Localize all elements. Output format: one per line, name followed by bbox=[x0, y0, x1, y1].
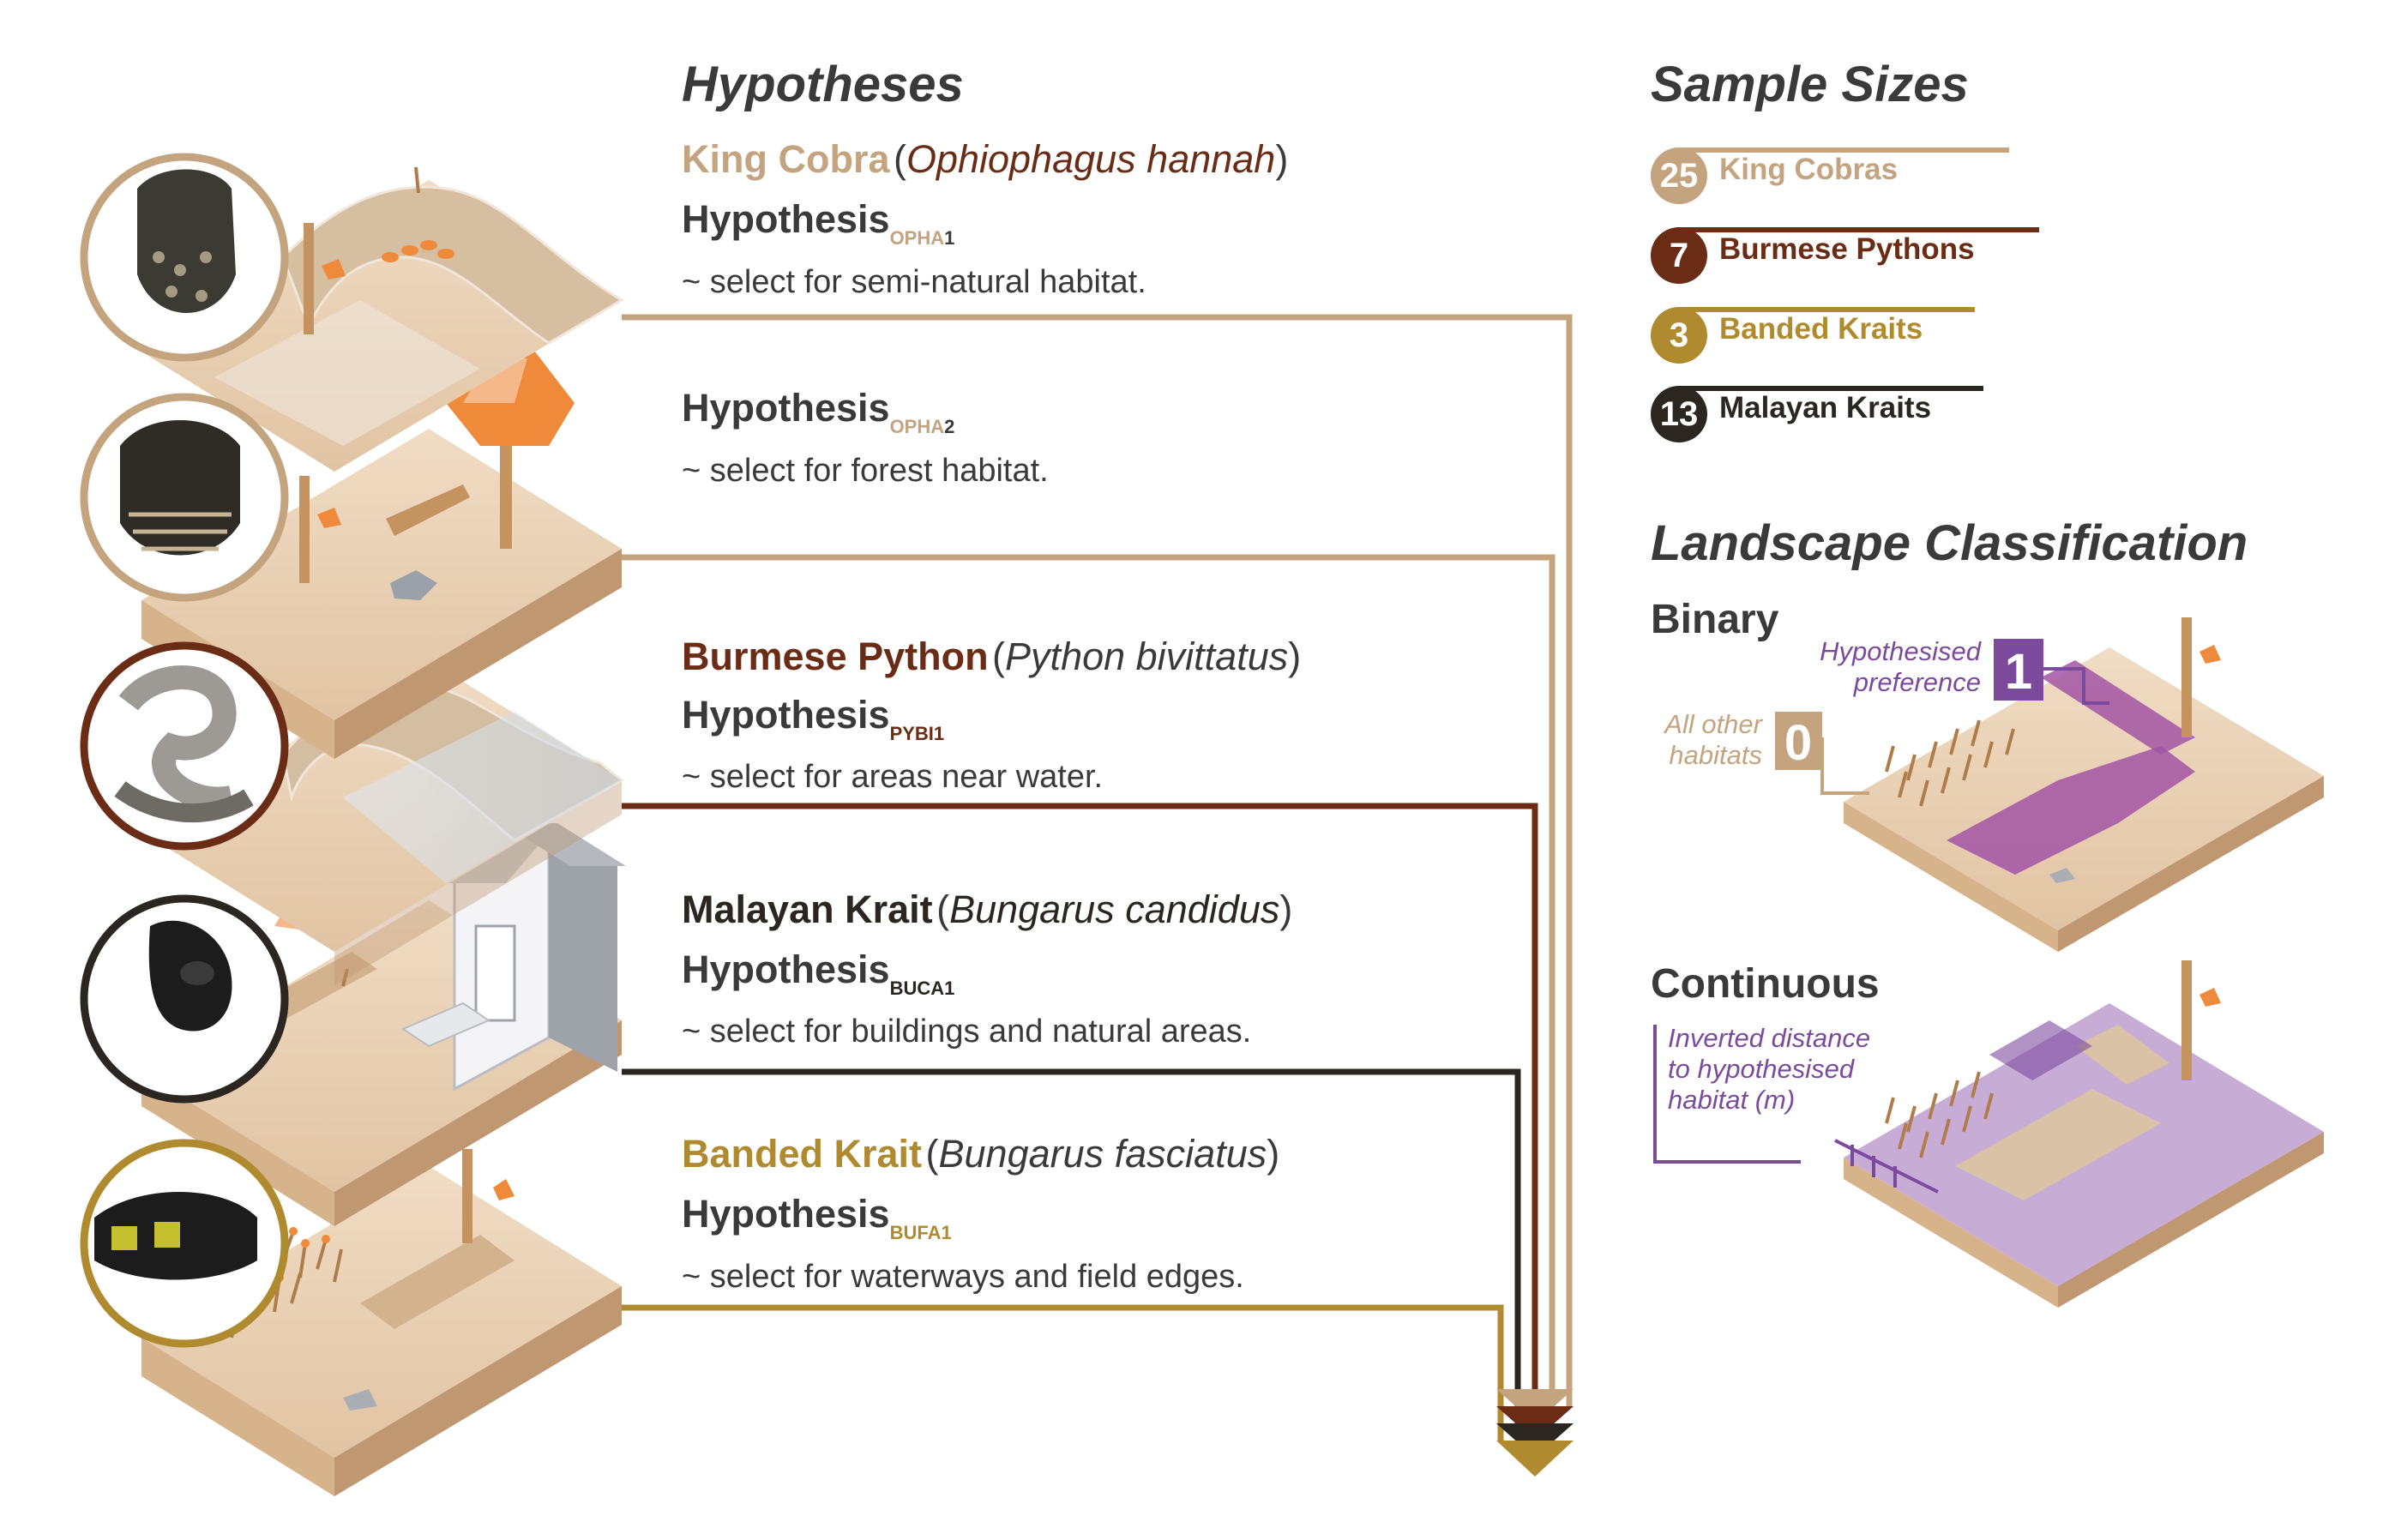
species-title-king-cobra: King Cobra (Ophiophagus hannah) bbox=[682, 137, 1289, 181]
hypothesis-description: ~ select for buildings and natural areas… bbox=[682, 1014, 1252, 1050]
sample-count-badge: 13 bbox=[1651, 386, 1707, 442]
species-common-name: Burmese Python bbox=[682, 635, 989, 678]
hypothesis-code: OPHA bbox=[889, 227, 945, 249]
species-common-name: Banded Krait bbox=[682, 1132, 923, 1176]
hypothesis-description: ~ select for semi-natural habitat. bbox=[682, 264, 1146, 300]
sample-size-banded-kraits: 3 Banded Kraits bbox=[1651, 307, 2011, 367]
hypothesis-number: 1 bbox=[944, 978, 955, 999]
species-title-banded-krait: Banded Krait (Bungarus fasciatus) bbox=[682, 1132, 1280, 1176]
sample-label: King Cobras bbox=[1719, 153, 1899, 186]
hypothesis-description: ~ select for forest habitat. bbox=[682, 453, 1049, 489]
hypothesis-label: Hypothesis bbox=[682, 386, 890, 430]
species-common-name: Malayan Krait bbox=[682, 887, 933, 931]
species-scientific-name: Bungarus candidus bbox=[949, 887, 1280, 931]
hypothesis-label: Hypothesis bbox=[682, 947, 890, 991]
hypothesis-code: BUCA bbox=[889, 978, 945, 999]
sample-size-burmese-pythons: 7 Burmese Pythons bbox=[1651, 227, 2039, 287]
hypothesis-opha2: HypothesisOPHA2 bbox=[682, 386, 954, 437]
landscape-classification-header: Landscape Classification bbox=[1651, 515, 2248, 571]
binary-value-other: 0 bbox=[1784, 715, 1812, 771]
hypotheses-header: Hypotheses bbox=[682, 57, 964, 112]
species-title-malayan-krait: Malayan Krait (Bungarus candidus) bbox=[682, 887, 1293, 931]
sample-count-badge: 25 bbox=[1651, 147, 1707, 204]
hypothesis-label: Hypothesis bbox=[682, 693, 890, 737]
species-scientific-name: Bungarus fasciatus bbox=[938, 1132, 1267, 1176]
sample-label: Burmese Pythons bbox=[1719, 232, 1975, 266]
binary-value-preferred: 1 bbox=[2005, 644, 2032, 700]
species-title-burmese-python: Burmese Python (Python bivittatus) bbox=[682, 635, 1302, 678]
sample-size-malayan-kraits: 13 Malayan Kraits bbox=[1651, 386, 2011, 446]
tile-king-cobra-semi-natural bbox=[141, 166, 624, 472]
portrait-burmese-python bbox=[80, 641, 289, 851]
hypothesis-number: 1 bbox=[933, 723, 945, 744]
portrait-banded-krait bbox=[80, 1139, 289, 1348]
hypothesis-label: Hypothesis bbox=[682, 1192, 890, 1236]
sample-label: Banded Kraits bbox=[1719, 312, 1923, 346]
continuous-annotation: Inverted distance to hypothesised habita… bbox=[1668, 1023, 1871, 1115]
species-common-name: King Cobra bbox=[682, 137, 890, 181]
hypothesis-label: Hypothesis bbox=[682, 197, 890, 241]
hypothesis-buca1: HypothesisBUCA1 bbox=[682, 947, 954, 999]
sample-size-king-cobras: 25 King Cobras bbox=[1651, 147, 2011, 208]
continuous-label: Continuous bbox=[1651, 961, 1880, 1007]
hypothesis-number: 2 bbox=[944, 416, 955, 437]
sample-count-badge: 7 bbox=[1651, 227, 1707, 284]
portrait-king-cobra-1 bbox=[80, 153, 289, 362]
tile-malayan-krait bbox=[141, 821, 626, 1226]
hypothesis-code: OPHA bbox=[889, 416, 945, 437]
hypothesis-number: 1 bbox=[941, 1222, 952, 1243]
hypothesis-code: BUFA bbox=[889, 1222, 942, 1243]
sample-label: Malayan Kraits bbox=[1719, 391, 1932, 424]
hypothesis-number: 1 bbox=[944, 227, 955, 249]
species-scientific-name: Python bivittatus bbox=[1005, 635, 1289, 678]
hypothesis-opha1: HypothesisOPHA1 bbox=[682, 197, 954, 249]
tile-king-cobra-forest bbox=[141, 347, 622, 759]
hypothesis-pybi1: HypothesisPYBI1 bbox=[682, 693, 944, 744]
sample-sizes-header: Sample Sizes bbox=[1651, 57, 1969, 112]
portrait-king-cobra-2 bbox=[80, 393, 289, 602]
hypothesis-code: PYBI bbox=[889, 723, 934, 744]
hypothesis-description: ~ select for areas near water. bbox=[682, 759, 1104, 795]
binary-preferred-annotation: Hypothesised preference bbox=[1820, 636, 1981, 697]
hypothesis-bufa1: HypothesisBUFA1 bbox=[682, 1192, 952, 1243]
hypothesis-description: ~ select for waterways and field edges. bbox=[682, 1259, 1244, 1295]
portrait-malayan-krait bbox=[80, 894, 289, 1104]
sample-count-badge: 3 bbox=[1651, 307, 1707, 364]
binary-label: Binary bbox=[1651, 597, 1779, 642]
species-scientific-name: Ophiophagus hannah bbox=[906, 137, 1276, 181]
binary-other-annotation: All other habitats bbox=[1664, 709, 1762, 770]
